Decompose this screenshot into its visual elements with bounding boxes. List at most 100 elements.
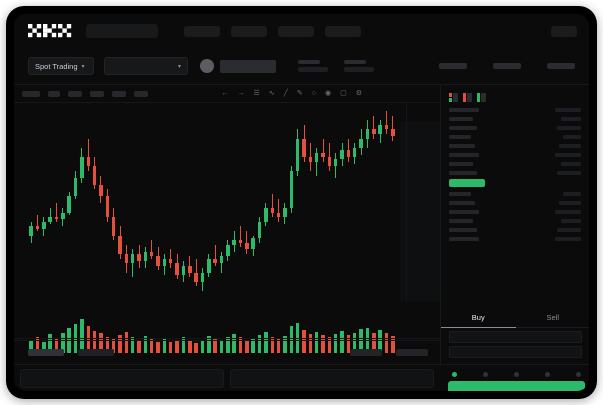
okx-logo-icon[interactable] [28, 23, 72, 39]
line-icon[interactable]: ╱ [283, 90, 288, 97]
candlestick-series [14, 103, 406, 303]
chart-plot-area[interactable] [14, 103, 440, 365]
chart-interval-3[interactable] [68, 90, 82, 97]
order-book-price [449, 161, 473, 166]
trash-icon[interactable]: ⚙ [355, 90, 362, 97]
tab-buy[interactable]: Buy [441, 308, 516, 328]
bottom-card-1[interactable] [20, 369, 224, 388]
order-book-row[interactable] [441, 189, 589, 198]
order-book-row[interactable] [441, 198, 589, 207]
slider-dot-4[interactable] [545, 371, 550, 377]
tab-sell[interactable]: Sell [515, 308, 589, 328]
buy-button[interactable] [448, 381, 585, 391]
book-asks-icon[interactable] [463, 89, 472, 102]
eye-icon[interactable]: ◉ [324, 90, 332, 97]
chart-footer-tab-1[interactable] [28, 349, 64, 356]
chart-interval-2[interactable] [48, 90, 60, 97]
order-book-price [449, 125, 477, 130]
book-both-icon[interactable] [449, 89, 458, 102]
order-book-price [449, 236, 479, 241]
volume-bar [130, 337, 135, 353]
order-book-row[interactable] [441, 225, 589, 234]
order-amount-input[interactable] [449, 346, 582, 358]
volume-bar [251, 339, 255, 353]
order-book-row[interactable] [441, 132, 589, 141]
volume-bar [35, 336, 40, 353]
indicator-icon[interactable]: ∿ [268, 90, 275, 97]
trading-mode-select[interactable]: Spot Trading ▾ [28, 57, 94, 75]
bottom-cards [14, 365, 440, 391]
candle-body [353, 147, 357, 158]
chart-interval-4[interactable] [90, 90, 104, 97]
order-price-input[interactable] [449, 331, 582, 343]
order-book-row[interactable] [441, 141, 589, 150]
slider-dot-5[interactable] [576, 371, 581, 377]
lock-icon[interactable]: ▢ [340, 90, 347, 97]
order-book-row[interactable] [441, 159, 589, 168]
device-frame: Spot Trading ▾ ▾ [6, 6, 597, 399]
order-book-size [561, 161, 581, 166]
order-book-size [561, 116, 581, 121]
order-book-row[interactable] [441, 114, 589, 123]
order-book-price [449, 152, 479, 157]
order-book-size [559, 143, 581, 148]
candle-body [194, 272, 198, 282]
search-input[interactable] [86, 24, 158, 38]
slider-dot-3[interactable] [514, 371, 519, 377]
chart-footer-tab-2[interactable] [78, 349, 114, 356]
book-bids-icon[interactable] [477, 89, 486, 102]
chart-footer-action-2[interactable] [396, 349, 428, 356]
order-book-row[interactable] [441, 216, 589, 225]
nav-item-3[interactable] [278, 25, 314, 37]
candle-wick [392, 115, 394, 141]
volume-bar [86, 325, 90, 353]
slider-dot-2[interactable] [483, 371, 488, 377]
tab-buy-label: Buy [471, 313, 485, 322]
order-book-price [449, 107, 479, 112]
order-book-price [449, 209, 479, 214]
candle-wick [271, 194, 273, 218]
slider-dot-1[interactable] [452, 371, 457, 377]
volume-bar [194, 343, 198, 353]
candle-body [232, 240, 236, 245]
candle-body [80, 157, 84, 178]
top-navigation-bar [14, 14, 589, 48]
volume-bar [149, 338, 154, 353]
nav-item-1[interactable] [184, 25, 220, 37]
candle-body [295, 138, 300, 171]
volume-bar [257, 334, 262, 353]
chart-interval-1[interactable] [22, 90, 40, 97]
candle-body [35, 226, 40, 229]
chart-interval-5[interactable] [112, 90, 126, 97]
coin-icon [200, 59, 214, 73]
chart-interval-6[interactable] [134, 90, 148, 97]
undo-icon[interactable]: ← [221, 90, 229, 97]
chart-footer-action-1[interactable] [350, 349, 382, 356]
volume-bar [105, 336, 110, 353]
volume-bar [333, 334, 338, 353]
candle-icon[interactable]: ☰ [253, 90, 260, 97]
redo-icon[interactable]: → [237, 90, 245, 97]
brush-icon[interactable]: ✎ [296, 90, 303, 97]
volume-bar [29, 340, 33, 353]
order-book-row[interactable] [441, 150, 589, 159]
order-book-row[interactable] [441, 207, 589, 216]
volume-bar [118, 334, 122, 353]
candle-body [61, 212, 65, 220]
candle-wick [316, 147, 318, 176]
order-book-size [555, 209, 581, 214]
bottom-card-2[interactable] [230, 369, 434, 388]
order-book-price [449, 227, 477, 232]
nav-item-2[interactable] [231, 25, 267, 37]
pair-search-select[interactable]: ▾ [104, 57, 188, 75]
order-book-row[interactable] [441, 234, 589, 243]
percent-slider[interactable] [444, 369, 589, 379]
account-button[interactable] [551, 25, 577, 37]
price-axis [406, 103, 440, 303]
magnet-icon[interactable]: ○ [311, 90, 316, 97]
order-book-row[interactable] [441, 168, 589, 177]
nav-item-4[interactable] [325, 25, 361, 37]
order-book-row[interactable] [441, 123, 589, 132]
order-book-row[interactable] [441, 105, 589, 114]
candle-body [276, 212, 281, 218]
